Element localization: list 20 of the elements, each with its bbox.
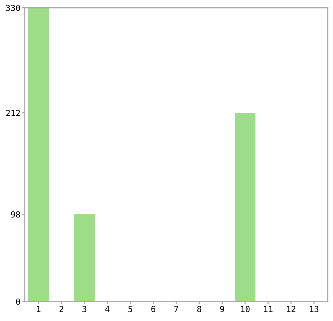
x-tick-label: 2 xyxy=(60,306,64,312)
bar xyxy=(74,214,95,302)
x-tick-label: 9 xyxy=(220,306,224,312)
x-tick-label: 12 xyxy=(287,306,296,312)
y-tick-label: 98 xyxy=(11,212,20,218)
y-tick-label: 0 xyxy=(16,298,20,306)
x-tick-label: 11 xyxy=(264,306,273,312)
x-tick-label: 7 xyxy=(174,306,178,312)
x-tick-label: 1 xyxy=(37,306,41,312)
x-tick-label: 5 xyxy=(128,306,132,312)
bar xyxy=(235,113,256,302)
x-tick-label: 6 xyxy=(152,306,156,312)
x-tick-label: 8 xyxy=(197,306,202,312)
y-tick-label: 330 xyxy=(6,5,20,12)
x-tick-label: 10 xyxy=(241,306,250,312)
x-tick-label: 3 xyxy=(82,306,87,312)
x-tick-label: 4 xyxy=(106,306,110,312)
bar xyxy=(28,8,50,302)
x-tick-label: 13 xyxy=(310,306,319,312)
y-tick-label: 212 xyxy=(6,110,20,116)
